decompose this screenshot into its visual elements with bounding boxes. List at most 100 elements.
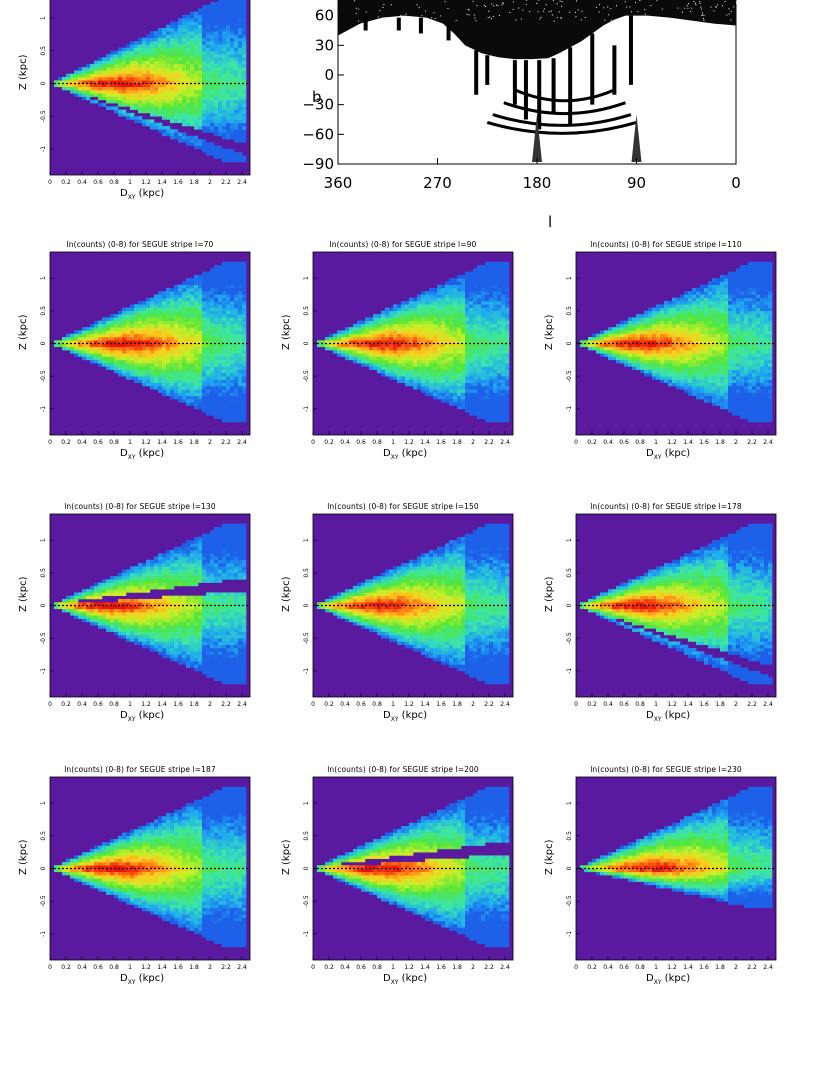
heatmap-cell: [413, 320, 418, 325]
heatmap-cell: [202, 112, 207, 117]
heatmap-cell: [441, 369, 446, 374]
heatmap-cell: [226, 122, 231, 127]
heatmap-cell: [218, 57, 223, 61]
heatmap-cell: [194, 31, 199, 35]
heatmap-cell: [333, 336, 338, 341]
heatmap-cell: [373, 350, 378, 354]
heatmap-cell: [206, 323, 211, 328]
heatmap-cell: [385, 356, 390, 361]
heatmap-cell: [242, 268, 247, 272]
heatmap-cell: [226, 99, 231, 104]
heatmap-cell: [206, 44, 211, 48]
heatmap-cell: [150, 346, 155, 351]
heatmap-cell: [134, 343, 139, 348]
heatmap-cell: [680, 294, 685, 299]
sky-speck: [487, 17, 489, 19]
sky-speck: [728, 13, 730, 15]
heatmap-cell: [174, 119, 179, 124]
heatmap-cell: [238, 139, 243, 143]
heatmap-cell: [465, 369, 470, 374]
heatmap-cell: [182, 96, 187, 101]
heatmap-cell: [664, 333, 669, 338]
heatmap-cell: [134, 119, 139, 124]
heatmap-cell: [580, 340, 585, 344]
heatmap-cell: [162, 31, 167, 35]
heatmap-cell: [146, 103, 151, 107]
heatmap-cell: [421, 294, 426, 299]
heatmap-cell: [234, 310, 239, 315]
heatmap-cell: [437, 291, 442, 295]
heatmap-cell: [469, 323, 474, 328]
sky-speck: [644, 8, 646, 10]
heatmap-cell: [190, 99, 195, 104]
sky-speck: [498, 14, 500, 16]
heatmap-cell: [178, 119, 183, 124]
heatmap-cell: [214, 109, 219, 114]
heatmap-cell: [449, 284, 454, 289]
sky-speck: [556, 3, 558, 5]
heatmap-cell: [126, 99, 131, 104]
heatmap-cell: [206, 274, 211, 279]
x-tick-label: 0.8: [372, 439, 382, 446]
heatmap-cell: [90, 93, 95, 97]
heatmap-cell: [704, 317, 709, 321]
heatmap-cell: [632, 353, 637, 357]
heatmap-cell: [644, 314, 649, 318]
heatmap-cell: [102, 320, 107, 325]
heatmap-cell: [234, 415, 239, 419]
heatmap-cell: [385, 336, 390, 341]
heatmap-cell: [110, 70, 115, 74]
heatmap-cell: [102, 67, 107, 71]
heatmap-cell: [493, 317, 498, 321]
heatmap-cell: [648, 372, 653, 377]
heatmap-cell: [222, 73, 227, 78]
heatmap-cell: [445, 399, 450, 403]
heatmap-cell: [230, 294, 235, 299]
heatmap-cell: [114, 106, 119, 110]
sky-speck: [574, 11, 576, 13]
heatmap-cell: [98, 76, 103, 81]
heatmap-cell: [230, 132, 235, 137]
heatmap-cell: [210, 314, 215, 318]
heatmap-cell: [385, 340, 390, 344]
heatmap-cell: [158, 86, 163, 91]
heatmap-cell: [214, 336, 219, 341]
sky-speck: [700, 8, 702, 10]
heatmap-cell: [190, 369, 195, 374]
heatmap-cell: [230, 399, 235, 403]
heatmap-cell: [234, 50, 239, 55]
heatmap-cell: [178, 103, 183, 107]
heatmap-cell: [170, 70, 175, 74]
heatmap-cell: [445, 304, 450, 308]
heatmap-cell: [186, 359, 191, 364]
heatmap-cell: [150, 76, 155, 81]
heatmap-cell: [600, 343, 605, 348]
heatmap-cell: [238, 21, 243, 25]
heatmap-cell: [385, 363, 390, 367]
heatmap-cell: [349, 356, 354, 361]
heatmap-cell: [182, 320, 187, 325]
heatmap-cell: [584, 340, 589, 344]
heatmap-cell: [461, 395, 466, 400]
heatmap-cell: [138, 86, 143, 91]
heatmap-cell: [214, 152, 219, 156]
heatmap-cell: [696, 382, 701, 387]
heatmap-cell: [234, 99, 239, 104]
heatmap-cell: [214, 31, 219, 35]
heatmap-cell: [696, 304, 701, 308]
heatmap-cell: [154, 50, 159, 55]
heatmap-cell: [206, 34, 211, 39]
heatmap-cell: [341, 330, 346, 334]
heatmap-cell: [186, 80, 191, 84]
heatmap-cell: [130, 54, 135, 58]
heatmap-cell: [242, 70, 247, 74]
x-tick-label: 0.4: [77, 179, 87, 186]
heatmap-cell: [190, 50, 195, 55]
heatmap-cell: [194, 135, 199, 140]
heatmap-cell: [457, 385, 462, 390]
heatmap-cell: [106, 93, 111, 97]
heatmap-cell: [477, 402, 482, 406]
heatmap-cell: [150, 109, 155, 114]
heatmap-cell: [158, 294, 163, 299]
heatmap-cell: [457, 336, 462, 341]
